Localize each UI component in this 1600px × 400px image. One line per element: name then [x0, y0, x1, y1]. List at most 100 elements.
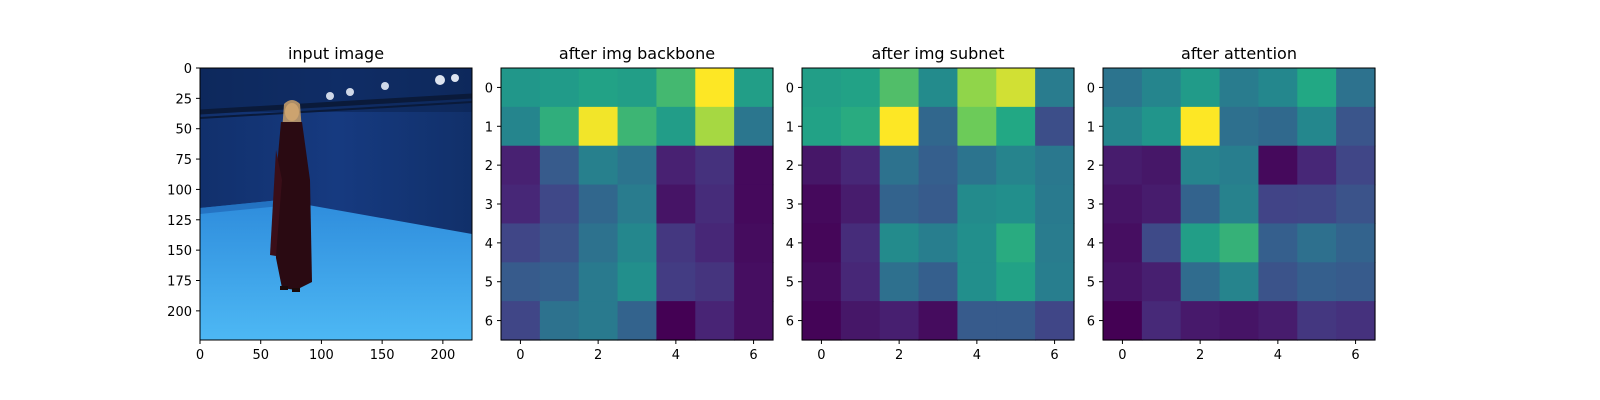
heatmap-cell	[734, 106, 774, 147]
y-tick-label: 4	[786, 237, 794, 252]
heatmap-cell	[802, 262, 842, 302]
x-tick-label: 0	[1118, 348, 1126, 363]
heatmap-cell	[734, 68, 774, 108]
heatmap-cell	[879, 262, 920, 302]
heatmap-cell	[1180, 223, 1221, 263]
heatmap-cell	[879, 106, 920, 147]
heatmap-cell	[957, 223, 997, 263]
heatmap-cell	[539, 145, 580, 186]
heatmap-cell	[1180, 68, 1221, 108]
heatmap-cell	[501, 301, 541, 341]
heatmap-cell	[1035, 262, 1075, 302]
heatmap-cell	[840, 223, 881, 263]
heatmap-cell	[1258, 68, 1298, 108]
y-tick-label: 5	[786, 276, 794, 291]
heatmap-cell	[617, 301, 658, 341]
y-tick-label: 4	[1087, 237, 1095, 252]
heatmap-cell	[734, 184, 774, 225]
x-tick-label: 4	[672, 348, 680, 363]
heatmap-cell	[1141, 223, 1182, 263]
heatmap-cell	[802, 184, 842, 225]
heatmap-cell	[501, 184, 541, 225]
x-tick-label: 6	[1351, 348, 1359, 363]
heatmap-cell	[539, 223, 580, 263]
heatmap-cell	[1219, 184, 1260, 225]
heatmap-cell	[1219, 301, 1260, 341]
heatmap-cell	[1103, 68, 1143, 108]
heatmap-cell	[1141, 301, 1182, 341]
heatmap-cell	[1103, 106, 1143, 147]
x-tick-label: 4	[973, 348, 981, 363]
heatmap-cell	[656, 68, 696, 108]
y-tick-label: 150	[167, 244, 192, 259]
heatmap-cell	[996, 145, 1036, 186]
heatmap-cell	[1258, 106, 1298, 147]
x-tick-label: 0	[516, 348, 524, 363]
heatmap-cell	[918, 106, 959, 147]
heatmap-cell	[1336, 223, 1376, 263]
y-tick-label: 6	[1087, 315, 1095, 330]
heatmap-cell	[840, 184, 881, 225]
x-tick-label: 2	[1196, 348, 1204, 363]
y-tick-label: 2	[786, 159, 794, 174]
heatmap-cell	[1180, 184, 1221, 225]
panel-title: after img backbone	[559, 44, 715, 63]
heatmap-cell	[656, 145, 696, 186]
heatmap-cell	[695, 262, 735, 302]
y-tick-label: 3	[786, 198, 794, 213]
heatmap-cell	[802, 68, 842, 108]
panel-title: after img subnet	[871, 44, 1004, 63]
heatmap-cell	[1103, 223, 1143, 263]
y-tick-label: 25	[175, 92, 192, 107]
heatmap-cell	[996, 301, 1036, 341]
heatmap-cell	[578, 106, 619, 147]
heatmap-cell	[996, 262, 1036, 302]
heatmap-cell	[1258, 223, 1298, 263]
heatmap-cell	[1103, 262, 1143, 302]
heatmap-cell	[578, 262, 619, 302]
heatmap-cell	[617, 106, 658, 147]
heatmap-cell	[501, 262, 541, 302]
heatmap-cell	[1035, 223, 1075, 263]
heatmap-cell	[1258, 301, 1298, 341]
heatmap-cell	[695, 106, 735, 147]
heatmap-cell	[918, 68, 959, 108]
y-tick-label: 3	[1087, 198, 1095, 213]
heatmap-cell	[1258, 262, 1298, 302]
heatmap-cell	[840, 262, 881, 302]
heatmap-cell	[656, 223, 696, 263]
y-tick-label: 3	[485, 198, 493, 213]
heatmap-cell	[1180, 262, 1221, 302]
heatmap-cell	[617, 68, 658, 108]
panel-title: input image	[288, 44, 384, 63]
heatmap-cell	[734, 301, 774, 341]
heatmap-cell	[957, 301, 997, 341]
heatmap-cell	[578, 68, 619, 108]
heatmap-cell	[501, 223, 541, 263]
y-tick-label: 6	[786, 315, 794, 330]
heatmap-cell	[1180, 106, 1221, 147]
heatmap-cell	[957, 262, 997, 302]
x-tick-label: 0	[196, 348, 204, 363]
heatmap-cell	[656, 301, 696, 341]
heatmap-cell	[1141, 145, 1182, 186]
y-tick-label: 1	[485, 120, 493, 135]
heatmap-cell	[1035, 184, 1075, 225]
heatmap-cell	[918, 262, 959, 302]
heatmap-cell	[1336, 262, 1376, 302]
heatmap-cell	[578, 184, 619, 225]
heatmap-cell	[802, 301, 842, 341]
heatmap-cell	[1035, 145, 1075, 186]
y-tick-label: 1	[1087, 120, 1095, 135]
y-tick-label: 200	[167, 305, 192, 320]
panel-after-img-backbone: after img backbone 0 2 4 6 0 1 2 3 4 5 6	[485, 44, 774, 363]
y-tick-label: 6	[485, 315, 493, 330]
heatmap-cell	[1219, 262, 1260, 302]
heatmap-cell	[1258, 145, 1298, 186]
x-tick-label: 6	[749, 348, 757, 363]
y-tick-label: 0	[786, 81, 794, 96]
heatmap-cell	[1035, 68, 1075, 108]
y-tick-label: 50	[175, 123, 192, 138]
heatmap-cell	[539, 68, 580, 108]
